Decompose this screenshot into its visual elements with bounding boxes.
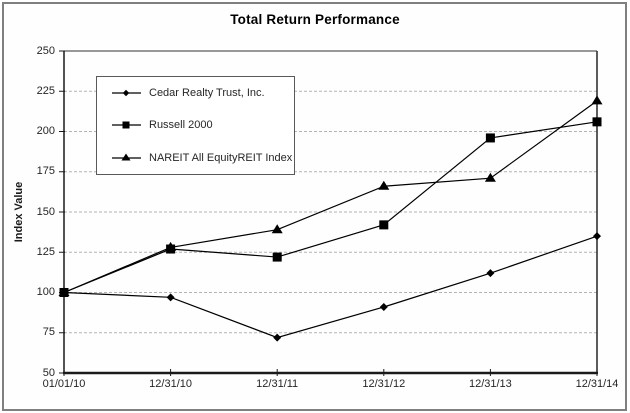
triangle-marker-icon (378, 180, 390, 190)
triangle-marker-icon (271, 224, 283, 234)
diamond-marker-icon (486, 269, 495, 278)
y-tick-label: 225 (36, 84, 55, 97)
series-line (63, 235, 598, 339)
legend: Cedar Realty Trust, Inc. Russell 2000 NA… (96, 76, 295, 175)
y-tick-label: 50 (42, 366, 55, 379)
x-tick-label: 12/31/13 (468, 378, 512, 390)
triangle-marker-icon (591, 95, 603, 105)
y-tick-label: 200 (36, 125, 55, 137)
legend-item-russell: Russell 2000 (97, 110, 294, 140)
legend-label: Russell 2000 (149, 119, 213, 132)
square-marker-icon (112, 121, 141, 129)
diamond-marker-icon (593, 232, 601, 241)
x-tick-label: 12/31/10 (149, 378, 192, 390)
triangle-marker-icon (121, 153, 131, 161)
legend-item-nareit: NAREIT All EquityREIT Index (97, 143, 294, 173)
y-tick-label: 125 (36, 245, 55, 258)
diamond-marker-icon (166, 293, 175, 302)
y-tick-label: 250 (36, 44, 55, 57)
x-tick-label: 12/31/11 (256, 378, 299, 390)
legend-label: Cedar Realty Trust, Inc. (149, 87, 265, 100)
square-marker-icon (592, 117, 602, 127)
square-marker-icon (272, 252, 282, 262)
y-tick-label: 75 (42, 326, 55, 339)
triangle-marker-icon (112, 153, 141, 161)
x-tick-label: 01/01/10 (42, 378, 86, 390)
x-tick-label: 12/31/14 (575, 378, 619, 390)
chart-title: Total Return Performance (230, 12, 400, 27)
y-tick-label: 100 (36, 286, 55, 298)
series-line (63, 100, 598, 294)
diamond-marker-icon (112, 89, 141, 97)
triangle-marker-icon (58, 287, 70, 296)
square-marker-icon (122, 121, 130, 129)
x-tick-label: 12/31/12 (362, 378, 406, 390)
triangle-marker-icon (165, 241, 177, 251)
legend-item-cedar: Cedar Realty Trust, Inc. (97, 78, 294, 108)
diamond-marker-icon (122, 89, 130, 97)
diamond-marker-icon (379, 302, 388, 311)
legend-label: NAREIT All EquityREIT Index (149, 151, 293, 164)
series-line (63, 121, 598, 294)
y-tick-label: 175 (36, 165, 55, 178)
square-marker-icon (485, 133, 495, 143)
square-marker-icon (379, 220, 389, 230)
triangle-marker-icon (484, 172, 496, 182)
y-tick-label: 150 (36, 205, 55, 218)
diamond-marker-icon (273, 333, 282, 342)
